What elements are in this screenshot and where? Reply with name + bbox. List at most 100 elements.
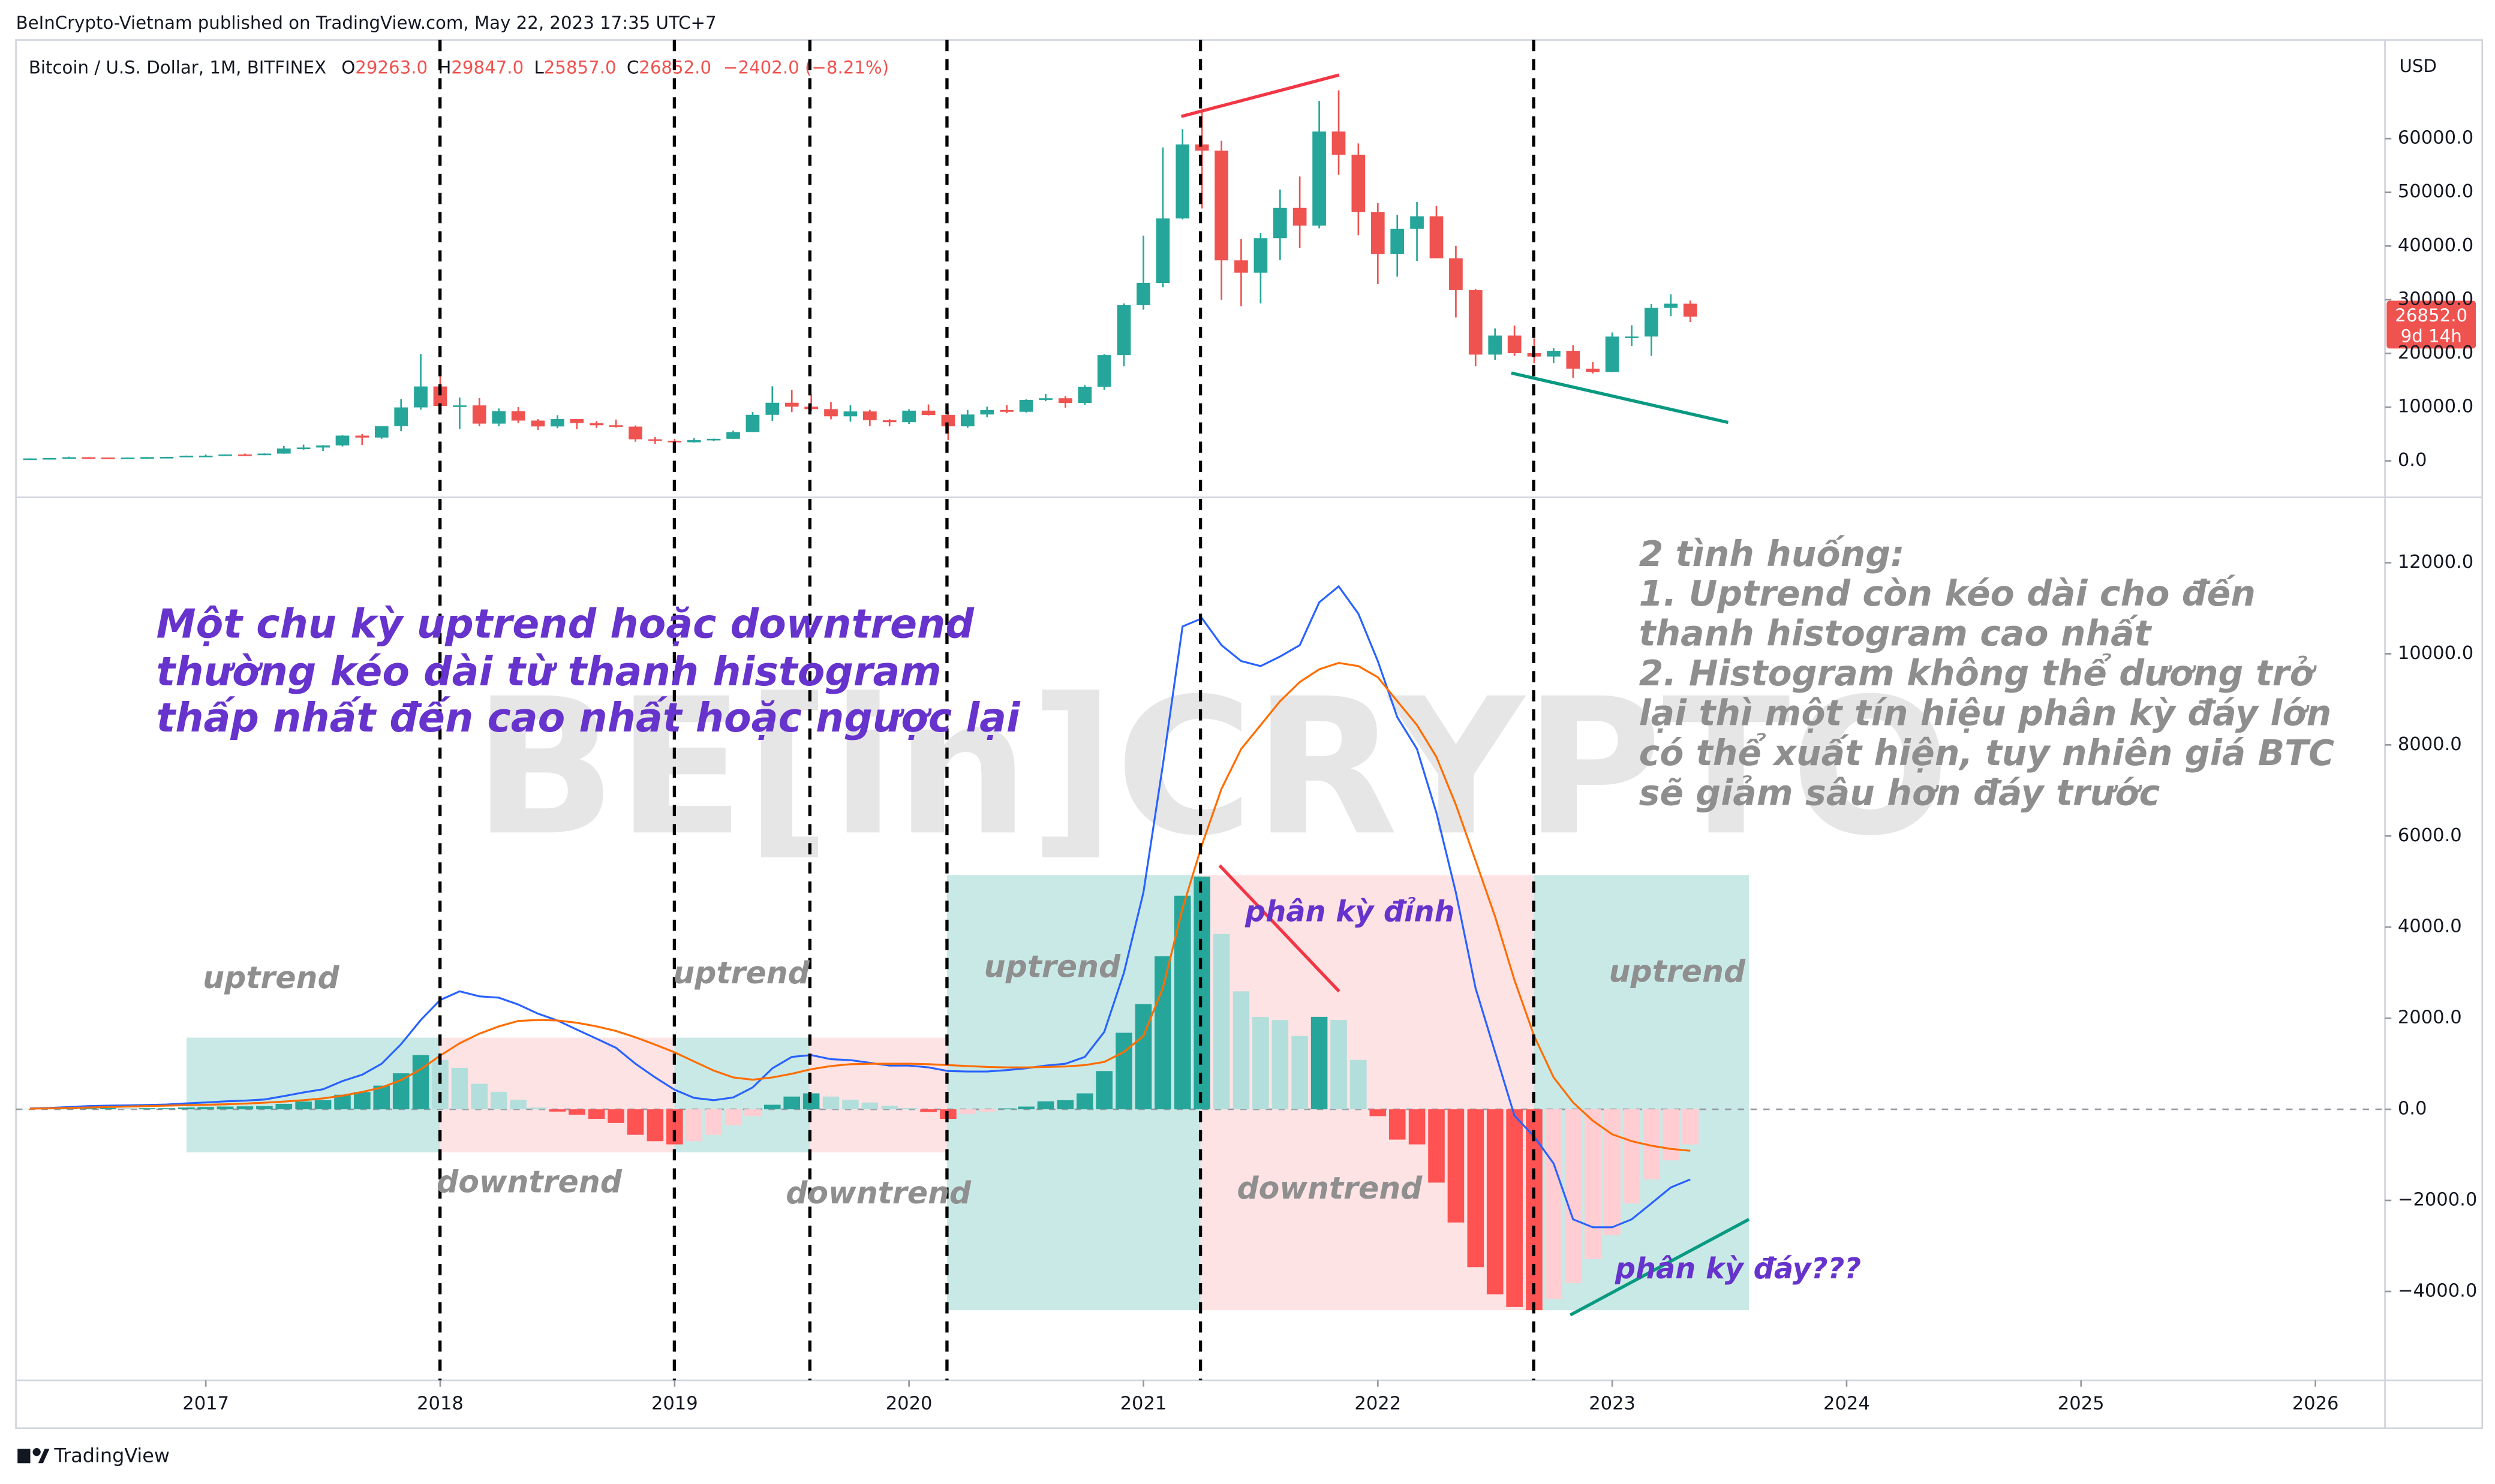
histogram-bar <box>1486 1109 1504 1295</box>
histogram-bar <box>783 1096 801 1110</box>
histogram-bar <box>1447 1109 1465 1223</box>
histogram-bar <box>530 1107 546 1110</box>
candle-body <box>374 426 389 438</box>
histogram-bar <box>998 1108 1015 1110</box>
divergence-label: phân kỳ đáy??? <box>1615 1253 1861 1286</box>
zone-label: uptrend <box>1609 954 1746 989</box>
candle-body <box>941 415 955 427</box>
histogram-bar <box>236 1106 254 1110</box>
scenario-line: 2 tình huống: <box>1639 534 1905 574</box>
trend-line <box>1218 864 1340 993</box>
histogram-bar <box>1174 895 1191 1110</box>
histogram-bar <box>1076 1093 1093 1110</box>
candle-body <box>1312 131 1326 226</box>
y-tick-label: 10000.0 <box>2398 396 2473 417</box>
y-tick-label: 60000.0 <box>2398 128 2473 149</box>
trend-line <box>1511 371 1729 425</box>
candle-body <box>453 405 467 407</box>
candle-body <box>687 440 701 443</box>
drawings <box>438 40 1535 1381</box>
histogram-bar <box>763 1104 781 1110</box>
histogram-bar <box>1408 1109 1426 1145</box>
y-tick-label: 4000.0 <box>2398 916 2462 937</box>
candle-body <box>1039 398 1053 400</box>
histogram-bar <box>197 1107 214 1110</box>
candle-body <box>179 455 194 457</box>
candle-body <box>316 445 330 448</box>
candle-body <box>1390 228 1405 254</box>
candle-body <box>648 439 662 441</box>
histogram-bar <box>1233 991 1250 1110</box>
histogram-bar <box>217 1106 234 1110</box>
ohlc-value: 29263.0 <box>355 57 428 77</box>
histogram-bar <box>881 1106 898 1110</box>
histogram-bar <box>451 1067 468 1110</box>
y-tick-label: 0.0 <box>2398 450 2427 471</box>
histogram-bar <box>627 1109 644 1135</box>
zone-label: downtrend <box>437 1164 623 1199</box>
candle-body <box>551 419 564 427</box>
candle-body <box>590 423 604 426</box>
watermark: BE[in]CRYPTO <box>473 658 1950 877</box>
candle-body <box>668 441 682 443</box>
histogram-bar <box>1194 876 1210 1110</box>
zone-label: uptrend <box>203 960 339 995</box>
ohlc-key: C <box>627 57 639 77</box>
frame <box>15 39 2484 1429</box>
histogram-bar <box>861 1102 879 1110</box>
y-tick-label: 8000.0 <box>2398 734 2462 755</box>
histogram-bar <box>686 1109 703 1142</box>
candle-body <box>218 454 232 456</box>
candle-body <box>82 457 96 459</box>
histogram-bar <box>1271 1020 1289 1110</box>
scenario-line: có thể xuất hiện, tuy nhiên giá BTC <box>1639 733 2335 773</box>
candle-body <box>296 447 311 450</box>
data-layer: 26852.09d 14h <box>16 90 2476 1311</box>
scenario-line: 1. Uptrend còn kéo dài cho đến <box>1639 573 2256 614</box>
candle-body <box>140 457 154 459</box>
candle-body <box>1273 207 1287 239</box>
histogram-bar <box>1545 1109 1562 1299</box>
histogram-bar <box>314 1100 332 1110</box>
x-tick-label: 2026 <box>2292 1393 2339 1414</box>
scenario-line: thanh histogram cao nhất <box>1639 613 2153 654</box>
candle-body <box>1605 336 1619 372</box>
histogram-bar <box>1506 1109 1523 1307</box>
candle-body <box>1097 355 1111 387</box>
x-tick-label: 2018 <box>417 1393 464 1414</box>
candle-body <box>276 448 291 454</box>
histogram-bar <box>1213 934 1230 1110</box>
candle-body <box>921 410 936 416</box>
candle-body <box>746 414 760 432</box>
candle-body <box>1547 351 1561 357</box>
histogram-bar <box>1155 956 1171 1110</box>
candle-body <box>355 435 369 438</box>
candle-body <box>1664 303 1678 308</box>
y-tick-label: 30000.0 <box>2398 288 2473 309</box>
histogram-bar <box>978 1109 996 1112</box>
y-tick-label: 0.0 <box>2398 1098 2427 1119</box>
histogram-bar <box>1037 1101 1054 1110</box>
histogram-bar <box>1663 1109 1679 1161</box>
x-tick-label: 2024 <box>1823 1393 1870 1414</box>
histogram-bar <box>392 1073 410 1110</box>
candle-body <box>902 410 916 423</box>
candle-body <box>1683 303 1697 317</box>
candle-body <box>238 454 252 456</box>
histogram-bar <box>471 1083 488 1110</box>
candle-body <box>433 386 447 407</box>
note-line: Một chu kỳ uptrend hoặc downtrend <box>156 600 975 647</box>
y-tick-label: 2000.0 <box>2398 1007 2462 1028</box>
footer-logo: TradingView <box>17 1444 170 1467</box>
trend-line <box>1570 1218 1750 1317</box>
candle-body <box>1000 410 1014 412</box>
histogram-bar <box>1116 1033 1132 1110</box>
symbol: Bitcoin / U.S. Dollar, 1M, BITFINEX <box>29 57 326 77</box>
candle-body <box>23 458 37 460</box>
histogram-bar <box>100 1107 116 1110</box>
candle-body <box>1058 398 1072 404</box>
logo-mark <box>17 1449 31 1464</box>
y-unit: USD <box>2400 56 2437 76</box>
candle-body <box>511 411 525 421</box>
candle-body <box>1429 216 1444 258</box>
